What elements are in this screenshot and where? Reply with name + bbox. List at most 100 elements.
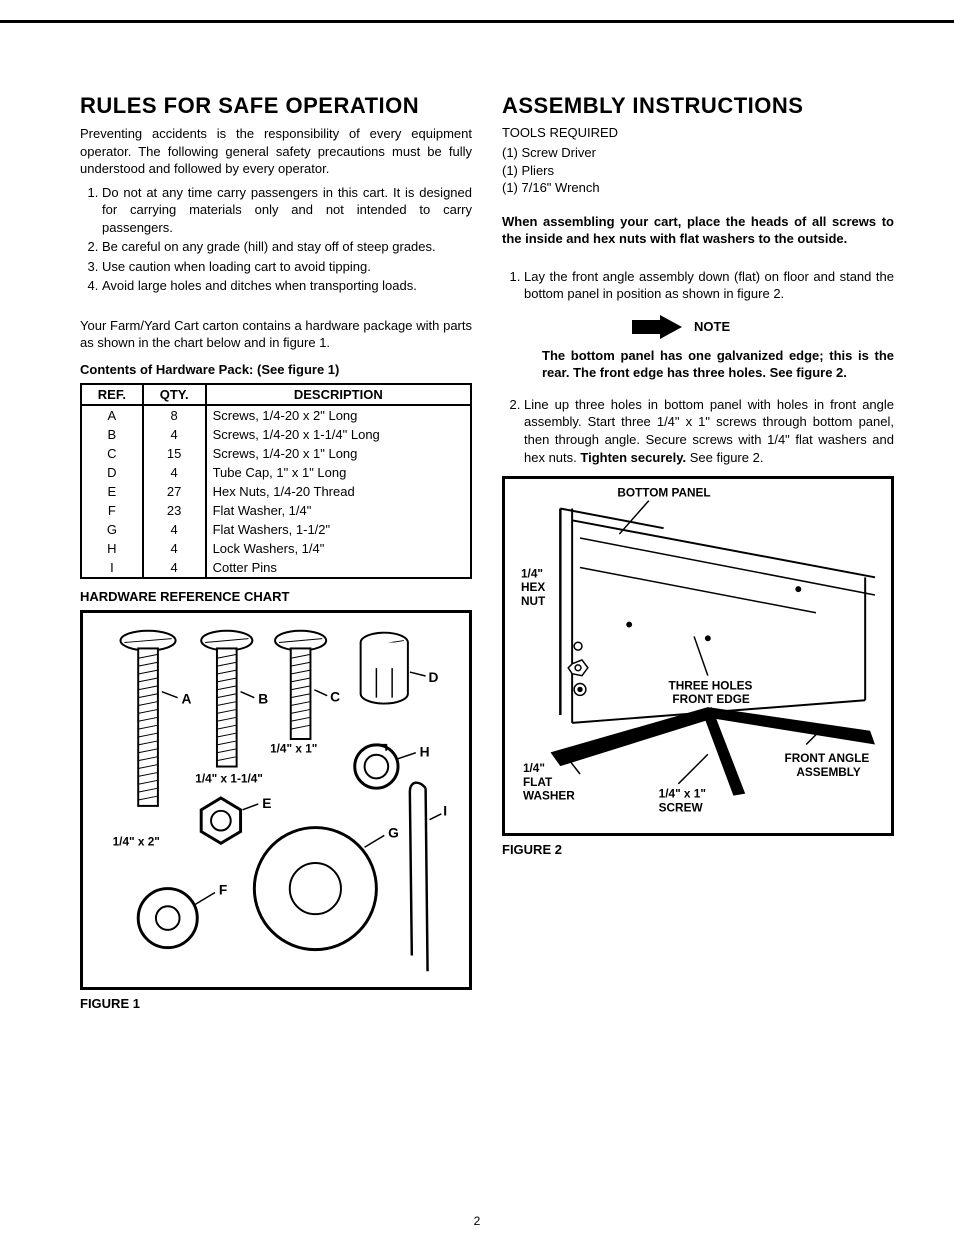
cotter-pin-icon: [410, 783, 428, 972]
left-column: RULES FOR SAFE OPERATION Preventing acci…: [80, 93, 472, 1011]
step-2-post: See figure 2.: [686, 450, 763, 465]
assembly-steps-1: Lay the front angle assembly down (flat)…: [502, 268, 894, 303]
figure-2-caption: FIGURE 2: [502, 842, 894, 857]
label-g: G: [388, 825, 399, 840]
table-cell: D: [81, 463, 143, 482]
figure-2-box: BOTTOM PANEL 1/4"HEXNUT THREE HOLESFRONT…: [502, 476, 894, 836]
contents-heading: Contents of Hardware Pack: (See figure 1…: [80, 362, 472, 377]
table-cell: E: [81, 482, 143, 501]
table-row: D4Tube Cap, 1" x 1" Long: [81, 463, 471, 482]
table-cell: Flat Washers, 1-1/2": [206, 520, 471, 539]
tool-item: (1) Screw Driver: [502, 144, 894, 162]
rules-heading: RULES FOR SAFE OPERATION: [80, 93, 472, 119]
rules-list: Do not at any time carry passengers in t…: [80, 184, 472, 295]
table-cell: Hex Nuts, 1/4-20 Thread: [206, 482, 471, 501]
fig2-hex-nut: 1/4"HEXNUT: [521, 566, 546, 608]
fig2-flat-washer: 1/4"FLATWASHER: [523, 761, 575, 803]
assembly-heading: ASSEMBLY INSTRUCTIONS: [502, 93, 894, 119]
label-f: F: [219, 882, 227, 897]
table-row: A8Screws, 1/4-20 x 2" Long: [81, 405, 471, 425]
th-ref: REF.: [81, 384, 143, 405]
fig2-front-angle: FRONT ANGLEASSEMBLY: [785, 751, 870, 779]
note-row: NOTE: [632, 315, 894, 339]
label-d: D: [429, 670, 439, 685]
two-column-layout: RULES FOR SAFE OPERATION Preventing acci…: [80, 93, 894, 1011]
page-number: 2: [474, 1214, 481, 1228]
table-cell: 4: [143, 520, 206, 539]
label-b: B: [258, 692, 268, 707]
table-row: H4Lock Washers, 1/4": [81, 539, 471, 558]
table-cell: 4: [143, 539, 206, 558]
label-i: I: [443, 804, 447, 819]
rule-item: Use caution when loading cart to avoid t…: [102, 258, 472, 276]
label-c: C: [330, 690, 340, 705]
label-size-b: 1/4" x 1-1/4": [195, 771, 263, 785]
tool-item: (1) Pliers: [502, 162, 894, 180]
table-row: I4Cotter Pins: [81, 558, 471, 578]
table-cell: Lock Washers, 1/4": [206, 539, 471, 558]
tools-list: (1) Screw Driver (1) Pliers (1) 7/16" Wr…: [502, 144, 894, 197]
table-cell: 27: [143, 482, 206, 501]
label-a: A: [182, 692, 192, 707]
label-e: E: [262, 796, 271, 811]
hardware-table: REF. QTY. DESCRIPTION A8Screws, 1/4-20 x…: [80, 383, 472, 579]
fig2-bottom-panel: BOTTOM PANEL: [617, 486, 710, 500]
table-cell: I: [81, 558, 143, 578]
table-cell: 8: [143, 405, 206, 425]
table-row: C15Screws, 1/4-20 x 1" Long: [81, 444, 471, 463]
small-washer-icon: [138, 889, 197, 948]
screw-c-icon: [275, 631, 326, 739]
note-body: The bottom panel has one galvanized edge…: [542, 347, 894, 382]
figure-1-caption: FIGURE 1: [80, 996, 472, 1011]
lock-washer-icon: [355, 745, 398, 788]
th-qty: QTY.: [143, 384, 206, 405]
step-1: Lay the front angle assembly down (flat)…: [524, 268, 894, 303]
label-size-c: 1/4" x 1": [270, 742, 317, 756]
hex-nut-icon: [201, 798, 240, 843]
table-cell: H: [81, 539, 143, 558]
table-cell: Screws, 1/4-20 x 2" Long: [206, 405, 471, 425]
table-cell: Screws, 1/4-20 x 1-1/4" Long: [206, 425, 471, 444]
table-row: B4Screws, 1/4-20 x 1-1/4" Long: [81, 425, 471, 444]
table-cell: B: [81, 425, 143, 444]
table-cell: 4: [143, 425, 206, 444]
step-2: Line up three holes in bottom panel with…: [524, 396, 894, 466]
label-h: H: [420, 745, 430, 760]
assembly-bold-note: When assembling your cart, place the hea…: [502, 213, 894, 248]
table-cell: Tube Cap, 1" x 1" Long: [206, 463, 471, 482]
fig2-screw: 1/4" x 1"SCREW: [659, 787, 706, 815]
table-cell: Screws, 1/4-20 x 1" Long: [206, 444, 471, 463]
fig2-three-holes: THREE HOLESFRONT EDGE: [669, 679, 753, 707]
table-cell: F: [81, 501, 143, 520]
table-cell: 4: [143, 463, 206, 482]
table-row: G4Flat Washers, 1-1/2": [81, 520, 471, 539]
table-cell: 23: [143, 501, 206, 520]
rule-item: Do not at any time carry passengers in t…: [102, 184, 472, 237]
rule-item: Avoid large holes and ditches when trans…: [102, 277, 472, 295]
right-column: ASSEMBLY INSTRUCTIONS TOOLS REQUIRED (1)…: [502, 93, 894, 1011]
table-row: F23Flat Washer, 1/4": [81, 501, 471, 520]
page: RULES FOR SAFE OPERATION Preventing acci…: [0, 20, 954, 1258]
table-cell: C: [81, 444, 143, 463]
large-washer-icon: [254, 828, 376, 950]
tool-item: (1) 7/16" Wrench: [502, 179, 894, 197]
table-cell: 15: [143, 444, 206, 463]
figure-1-svg: A 1/4" x 2": [83, 613, 469, 987]
rule-item: Be careful on any grade (hill) and stay …: [102, 238, 472, 256]
figure-1-box: A 1/4" x 2": [80, 610, 472, 990]
note-label: NOTE: [694, 319, 730, 334]
chart-heading: HARDWARE REFERENCE CHART: [80, 589, 472, 604]
assembly-steps-2: Line up three holes in bottom panel with…: [502, 396, 894, 466]
table-cell: G: [81, 520, 143, 539]
rules-intro: Preventing accidents is the responsibili…: [80, 125, 472, 178]
table-cell: Cotter Pins: [206, 558, 471, 578]
tube-cap-icon: [361, 633, 408, 704]
arrow-icon: [632, 315, 682, 339]
th-desc: DESCRIPTION: [206, 384, 471, 405]
table-row: E27Hex Nuts, 1/4-20 Thread: [81, 482, 471, 501]
table-cell: A: [81, 405, 143, 425]
screw-b-icon: [201, 631, 252, 767]
table-cell: 4: [143, 558, 206, 578]
label-size-a: 1/4" x 2": [113, 834, 160, 848]
figure-2-svg: BOTTOM PANEL 1/4"HEXNUT THREE HOLESFRONT…: [505, 479, 891, 833]
